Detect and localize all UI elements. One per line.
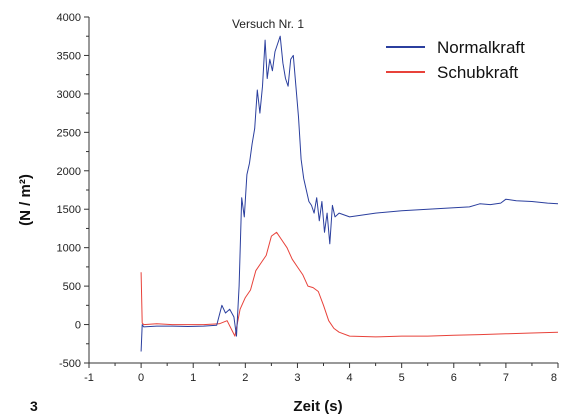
y-tick-label: 3000 bbox=[57, 89, 81, 101]
legend: Normalkraft Schubkraft bbox=[386, 38, 525, 82]
x-axis-label: Zeit (s) bbox=[293, 398, 342, 415]
x-tick-label: -1 bbox=[84, 372, 94, 384]
x-tick-label: 7 bbox=[503, 372, 509, 384]
y-axis-label: (N / m²) bbox=[17, 174, 34, 226]
tick-labels: -500 0 500 1000 1500 2000 2500 3000 3500 4000 -1 0 1… bbox=[57, 12, 557, 384]
series-line-normalkraft bbox=[140, 35, 559, 352]
figure-number: 3 bbox=[30, 398, 38, 414]
series-line-schubkraft bbox=[140, 231, 559, 338]
x-tick-label: 0 bbox=[138, 372, 144, 384]
y-tick-label: 500 bbox=[63, 281, 81, 293]
x-tick-label: 8 bbox=[551, 372, 557, 384]
x-tick-label: 5 bbox=[399, 372, 405, 384]
chart-title: Versuch Nr. 1 bbox=[232, 17, 304, 31]
y-tick-label: 1000 bbox=[57, 243, 81, 255]
series-layer bbox=[140, 35, 559, 352]
y-tick-label: 1500 bbox=[57, 204, 81, 216]
legend-label-normalkraft: Normalkraft bbox=[437, 38, 525, 57]
y-tick-label: -500 bbox=[59, 358, 81, 370]
y-tick-label: 0 bbox=[75, 320, 81, 332]
y-tick-label: 3500 bbox=[57, 50, 81, 62]
x-tick-label: 4 bbox=[346, 372, 352, 384]
x-tick-label: 6 bbox=[451, 372, 457, 384]
tick-marks bbox=[84, 16, 559, 368]
legend-label-schubkraft: Schubkraft bbox=[437, 63, 519, 82]
x-tick-label: 1 bbox=[190, 372, 196, 384]
y-tick-label: 2000 bbox=[57, 166, 81, 178]
y-tick-label: 2500 bbox=[57, 127, 81, 139]
y-tick-label: 4000 bbox=[57, 12, 81, 24]
x-tick-label: 2 bbox=[242, 372, 248, 384]
x-tick-label: 3 bbox=[294, 372, 300, 384]
